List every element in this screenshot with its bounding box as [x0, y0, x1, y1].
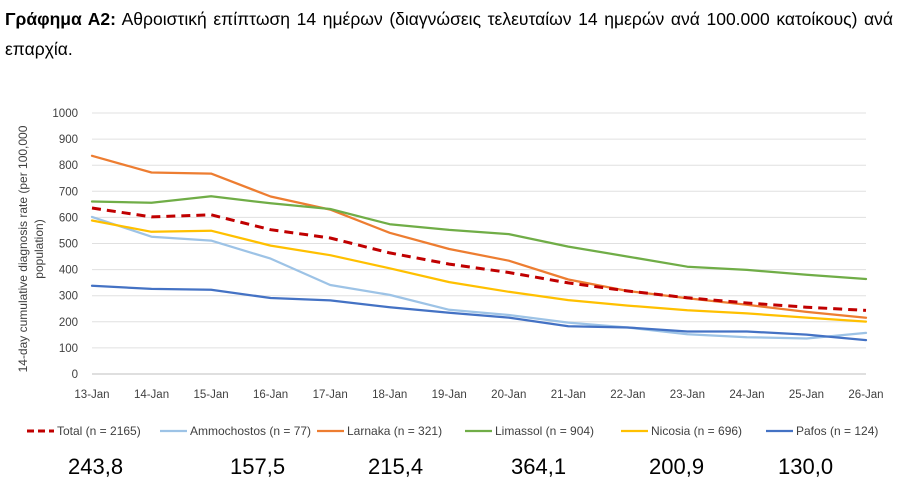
y-tick-label: 600: [59, 212, 78, 224]
series-line-pafos: [90, 284, 868, 342]
summary-value-total: 243,8: [68, 454, 124, 479]
x-tick-label: 20-Jan: [491, 389, 526, 401]
x-tick-label: 19-Jan: [432, 389, 467, 401]
legend-label: Total (n = 2165): [57, 424, 141, 438]
figure-caption: Αθροιστική επίπτωση 14 ημέρων (διαγνώσει…: [5, 9, 894, 59]
series-line-nicosia: [90, 219, 868, 323]
y-tick-labels: 0 100 200 300 400 500 600 700 800 900 1000: [52, 108, 78, 381]
x-tick-label: 26-Jan: [848, 389, 883, 401]
x-tick-label: 13-Jan: [74, 389, 109, 401]
series-line-limassol: [90, 195, 868, 281]
y-tick-label: 700: [59, 186, 78, 198]
y-tick-label: 300: [59, 291, 78, 303]
legend-label: Nicosia (n = 696): [651, 424, 742, 438]
y-tick-label: 100: [59, 343, 78, 355]
y-tick-label: 200: [59, 317, 78, 329]
x-tick-label: 17-Jan: [313, 389, 348, 401]
figure-heading: Γράφημα Α2: Αθροιστική επίπτωση 14 ημέρω…: [5, 4, 893, 64]
y-tick-label: 1000: [52, 108, 78, 120]
series-line-total: [91, 206, 867, 312]
summary-value-limassol: 364,1: [511, 454, 567, 479]
y-tick-label: 900: [59, 134, 78, 146]
series-lines: [90, 154, 868, 342]
summary-value-nicosia: 200,9: [649, 454, 705, 479]
series-line-larnaka: [90, 154, 868, 319]
x-tick-label: 14-Jan: [134, 389, 169, 401]
y-tick-label: 400: [59, 265, 78, 277]
x-tick-label: 16-Jan: [253, 389, 288, 401]
x-tick-labels: 13-Jan 14-Jan 15-Jan 16-Jan 17-Jan 18-Jan 19-J…: [74, 389, 883, 401]
x-tick-label: 15-Jan: [193, 389, 228, 401]
summary-value-larnaka: 215,4: [368, 454, 424, 479]
y-axis-label-line-2: population): [32, 219, 46, 278]
summary-value-pafos: 130,0: [778, 454, 834, 479]
figure-label: Γράφημα Α2:: [5, 9, 116, 29]
series-line-ammochostos: [90, 215, 868, 340]
x-tick-label: 18-Jan: [372, 389, 407, 401]
y-tick-label: 0: [72, 369, 78, 381]
legend-label: Pafos (n = 124): [796, 424, 878, 438]
y-tick-label: 800: [59, 160, 78, 172]
x-tick-label: 24-Jan: [729, 389, 764, 401]
gridlines: [92, 112, 866, 375]
legend-label: Ammochostos (n = 77): [190, 424, 311, 438]
x-tick-label: 21-Jan: [551, 389, 586, 401]
legend: Total (n = 2165) Ammochostos (n = 77) Larn…: [27, 424, 878, 438]
x-tick-label: 25-Jan: [789, 389, 824, 401]
legend-label: Limassol (n = 904): [495, 424, 594, 438]
summary-value-ammochostos: 157,5: [230, 454, 286, 479]
x-tick-label: 23-Jan: [670, 389, 705, 401]
y-axis-label-line-1: 14-day cumulative diagnosis rate (per 10…: [16, 125, 30, 372]
x-tick-label: 22-Jan: [610, 389, 645, 401]
y-tick-label: 500: [59, 239, 78, 251]
legend-label: Larnaka (n = 321): [347, 424, 442, 438]
